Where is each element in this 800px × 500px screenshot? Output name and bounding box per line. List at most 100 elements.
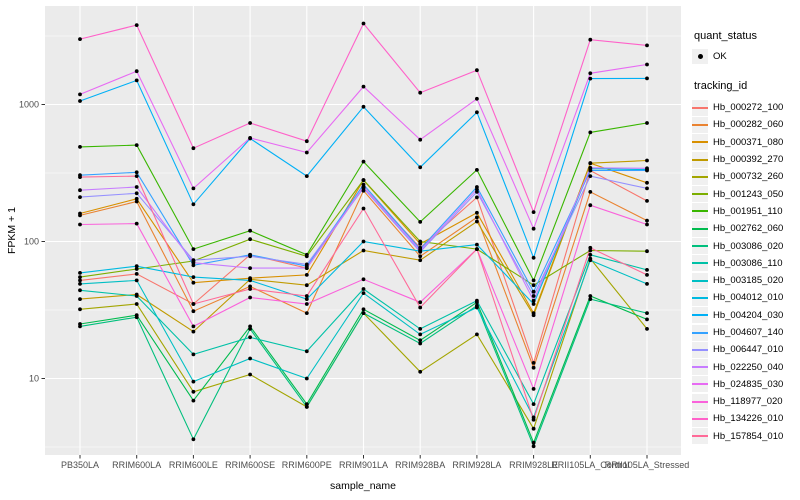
- legend-key-box: [692, 324, 708, 341]
- legend-key-box: [692, 151, 708, 168]
- data-point: [134, 23, 139, 27]
- data-point: [418, 327, 423, 331]
- data-point: [248, 278, 253, 283]
- data-point: [645, 222, 649, 227]
- data-point: [418, 239, 423, 244]
- data-point: [475, 332, 479, 337]
- data-point: [191, 146, 196, 151]
- data-point: [78, 324, 82, 329]
- data-point: [191, 329, 196, 334]
- data-point: [531, 361, 536, 365]
- legend-entry-label: Hb_003086_110: [713, 257, 783, 269]
- data-point: [304, 139, 309, 144]
- data-point: [531, 417, 536, 422]
- data-point: [588, 71, 593, 76]
- legend-title-tracking-id: tracking_id: [694, 80, 748, 92]
- data-point: [531, 298, 536, 303]
- data-point: [531, 313, 536, 318]
- data-point: [475, 242, 479, 247]
- data-point: [134, 221, 139, 226]
- data-point: [531, 226, 536, 231]
- data-point: [588, 37, 593, 42]
- data-point: [134, 264, 139, 269]
- data-point: [134, 78, 139, 83]
- legend-key-box: [692, 99, 708, 116]
- data-point: [134, 196, 139, 201]
- data-point: [191, 324, 196, 329]
- legend-entry-Hb_003086_110: Hb_003086_110: [692, 255, 798, 272]
- legend-entry-Hb_024835_030: Hb_024835_030: [692, 376, 798, 393]
- legend-entry-Hb_118977_020: Hb_118977_020: [692, 393, 798, 410]
- data-point: [248, 136, 253, 140]
- data-point: [361, 291, 366, 295]
- legend-entry-label: Hb_024835_030: [713, 378, 784, 390]
- data-point: [645, 218, 649, 223]
- legend-entry-label: Hb_000392_270: [713, 154, 784, 166]
- data-point: [361, 307, 366, 312]
- data-point: [645, 327, 649, 331]
- data-point: [134, 199, 139, 204]
- line-swatch-icon: [692, 262, 708, 265]
- x-tick-label: RRIM600LA: [112, 460, 161, 470]
- legend-entry-label: Hb_000732_260: [713, 171, 784, 183]
- legend-entry-label: Hb_004204_030: [713, 309, 784, 321]
- y-tick-label: 1000: [19, 100, 39, 110]
- data-point: [418, 137, 423, 142]
- legend-key-box: [692, 220, 708, 237]
- legend-key-box: [692, 307, 708, 324]
- data-point: [645, 180, 649, 185]
- legend-entry-label: Hb_000371_080: [713, 136, 784, 148]
- data-point: [531, 365, 536, 370]
- x-tick-label: RRII105LA_Stressed: [605, 460, 690, 470]
- data-point: [134, 170, 139, 175]
- data-point: [248, 228, 253, 233]
- line-swatch-icon: [692, 245, 708, 248]
- data-point: [418, 300, 423, 305]
- line-swatch-icon: [692, 331, 708, 334]
- legend-panel: quant_status OK tracking_id Hb_000272_10…: [692, 30, 798, 445]
- data-point: [78, 297, 82, 301]
- data-point: [361, 277, 366, 282]
- data-point: [588, 76, 593, 81]
- legend-key-box: [692, 168, 708, 185]
- line-swatch-icon: [692, 296, 708, 299]
- data-point: [248, 254, 253, 259]
- legend-entry-label: Hb_006447_010: [713, 344, 784, 356]
- data-point: [588, 203, 593, 208]
- legend-key-box: [692, 428, 708, 445]
- data-point: [304, 349, 309, 354]
- line-swatch-icon: [692, 193, 708, 196]
- line-swatch-icon: [692, 400, 708, 403]
- data-point: [78, 211, 82, 216]
- x-tick-label: RRIM600PE: [282, 460, 332, 470]
- legend-entry-Hb_004607_140: Hb_004607_140: [692, 324, 798, 341]
- data-point: [78, 37, 82, 41]
- data-point: [418, 341, 423, 346]
- black-point-icon: [697, 53, 703, 59]
- line-swatch-icon: [692, 383, 708, 386]
- x-tick-label: RRIM600SE: [225, 460, 275, 470]
- data-point: [134, 185, 139, 189]
- line-swatch-icon: [692, 141, 708, 144]
- data-point: [361, 21, 366, 26]
- data-point: [418, 248, 423, 253]
- data-point: [645, 158, 649, 163]
- data-point: [531, 283, 536, 288]
- legend-key-box: [692, 238, 708, 255]
- x-tick-label: RRIM600LE: [169, 460, 218, 470]
- data-point: [191, 398, 196, 403]
- data-point: [248, 335, 253, 340]
- data-point: [645, 273, 649, 277]
- legend-entry-Hb_022250_040: Hb_022250_040: [692, 358, 798, 376]
- legend-entry-Hb_006447_010: Hb_006447_010: [692, 341, 798, 358]
- line-swatch-icon: [692, 106, 708, 109]
- legend-entry-Hb_134226_010: Hb_134226_010: [692, 410, 798, 427]
- data-point: [191, 247, 196, 252]
- data-point: [304, 405, 309, 409]
- legend-entry-Hb_004012_010: Hb_004012_010: [692, 289, 798, 306]
- data-point: [645, 268, 649, 272]
- data-point: [475, 247, 479, 252]
- line-swatch-icon: [692, 123, 708, 126]
- line-swatch-icon: [692, 158, 708, 161]
- data-point: [418, 305, 423, 310]
